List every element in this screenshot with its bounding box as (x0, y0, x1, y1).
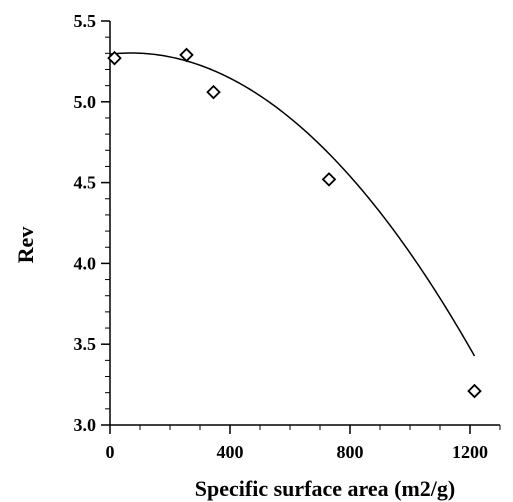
y-ticks: 3.0 3.5 4.0 4.5 5.0 5.5 (74, 11, 110, 435)
fit-curve (109, 52, 476, 357)
y-tick-label: 3.0 (74, 415, 97, 435)
x-tick-label: 0 (106, 442, 115, 462)
x-tick-label: 1200 (452, 442, 488, 462)
x-tick-label: 800 (337, 442, 364, 462)
y-tick-label: 3.5 (74, 334, 97, 354)
x-tick-label: 400 (217, 442, 244, 462)
y-tick-label: 5.0 (74, 92, 97, 112)
data-point (206, 84, 221, 100)
data-point (179, 47, 194, 63)
data-point (107, 50, 122, 66)
y-axis-title: Rev (13, 227, 38, 264)
data-point (321, 172, 337, 187)
data-point (467, 383, 482, 399)
x-axis-title: Specific surface area (m2/g) (195, 476, 455, 501)
y-tick-label: 4.0 (74, 253, 97, 273)
axes (109, 21, 500, 426)
data-points (107, 47, 482, 399)
y-tick-label: 5.5 (74, 11, 97, 31)
x-ticks: 0 400 800 1200 (106, 425, 501, 462)
y-tick-label: 4.5 (74, 173, 97, 193)
